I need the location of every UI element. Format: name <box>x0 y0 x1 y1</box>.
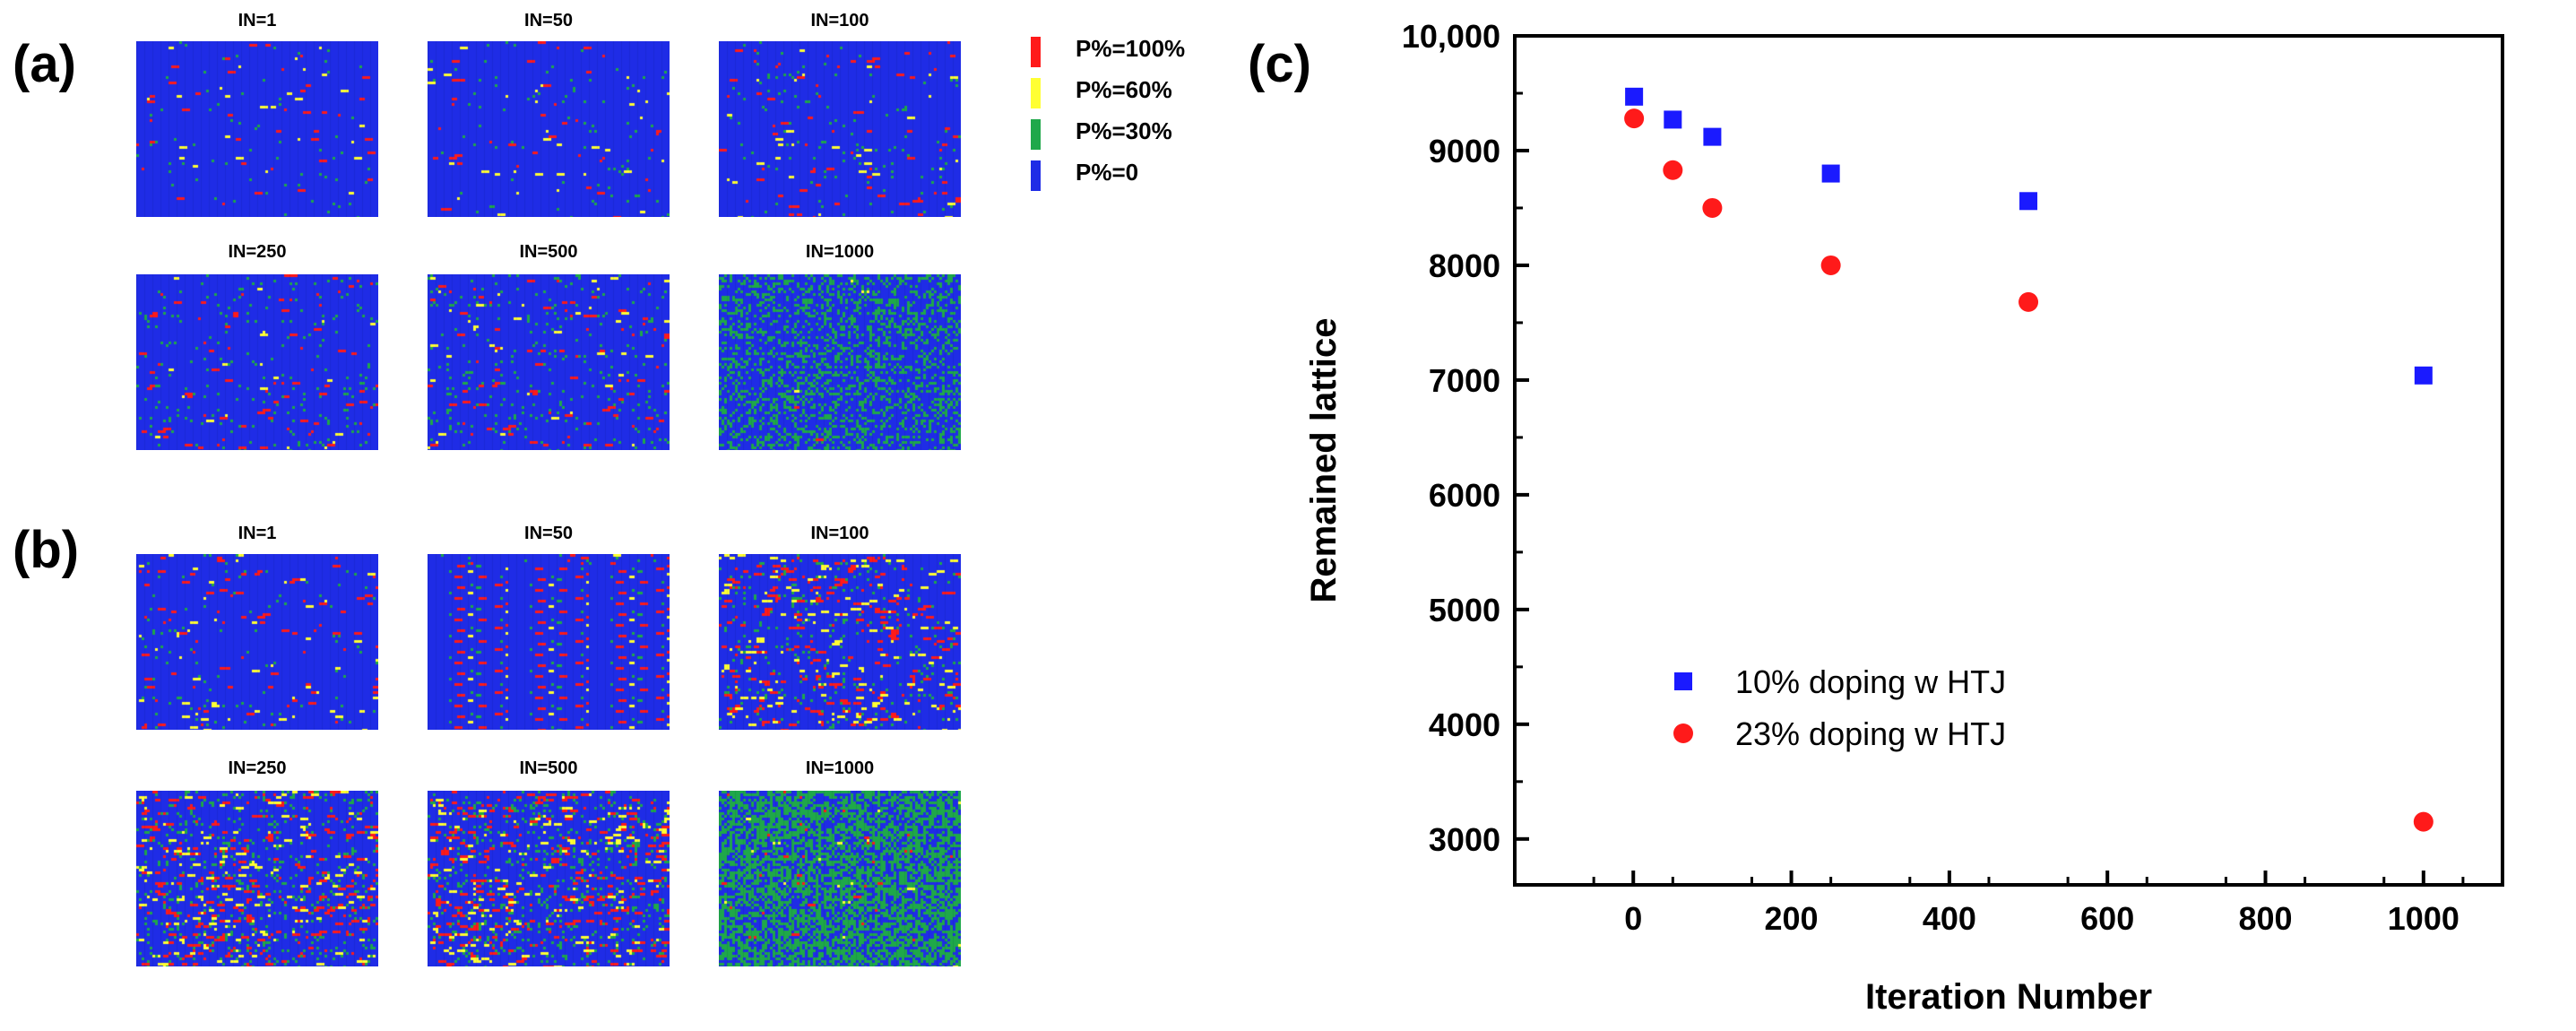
lattice-map-b-in1 <box>136 554 378 730</box>
y-axis-label: Remained lattice <box>1304 318 1344 603</box>
lattice-map-a-in1000 <box>719 274 961 450</box>
y-tick-label: 8000 <box>1429 247 1500 284</box>
tile-b-0-title: IN=1 <box>238 524 277 543</box>
data-point-circle <box>1820 255 1841 275</box>
legend-swatch <box>1031 119 1041 150</box>
data-point-circle <box>1663 160 1683 180</box>
x-tick-label: 800 <box>2238 900 2292 937</box>
legend-label: P%=30% <box>1076 117 1172 144</box>
tile-a-3-title: IN=250 <box>228 242 287 262</box>
y-tick-label: 10,000 <box>1402 18 1500 55</box>
data-point-square <box>1664 110 1682 129</box>
tile-a-2-title: IN=100 <box>810 11 869 30</box>
x-tick-label: 400 <box>1923 900 1976 937</box>
panel-c-label: (c) <box>1248 35 1311 93</box>
legend-marker-circle <box>1673 723 1693 743</box>
tile-a-1-title: IN=50 <box>524 11 573 30</box>
data-point-square <box>1625 87 1644 106</box>
lattice-map-a-in50 <box>428 41 670 217</box>
lattice-map-a-in1 <box>136 41 378 217</box>
chart-legend-label: 10% doping w HTJ <box>1735 663 2006 700</box>
tile-b-2-title: IN=100 <box>810 524 869 543</box>
x-axis-label: Iteration Number <box>1865 977 2152 1017</box>
tile-a-0-title: IN=1 <box>238 11 277 30</box>
lattice-map-b-in50 <box>428 554 670 730</box>
data-point-circle <box>1702 197 1723 218</box>
lattice-map-a-in500 <box>428 274 670 450</box>
chart-legend-label: 23% doping w HTJ <box>1735 715 2006 752</box>
lattice-map-a-in100 <box>719 41 961 217</box>
x-tick-label: 1000 <box>2388 900 2459 937</box>
legend-swatch <box>1031 160 1041 191</box>
lattice-map-a-in250 <box>136 274 378 450</box>
y-tick-label: 5000 <box>1429 592 1500 628</box>
lattice-map-b-in250 <box>136 791 378 966</box>
legend-label: P%=60% <box>1076 76 1172 103</box>
legend-label: P%=0 <box>1076 159 1139 186</box>
lattice-map-b-in1000 <box>719 791 961 966</box>
tile-b-5-title: IN=1000 <box>805 758 875 778</box>
data-point-square <box>2019 192 2038 211</box>
panel-b-label: (b) <box>13 521 80 579</box>
data-point-square <box>1821 164 1840 183</box>
y-tick-label: 7000 <box>1429 362 1500 399</box>
x-tick-label: 600 <box>2080 900 2134 937</box>
x-tick-label: 200 <box>1765 900 1819 937</box>
tile-b-1-title: IN=50 <box>524 524 573 543</box>
plot-frame <box>1513 34 2504 887</box>
y-tick-label: 3000 <box>1429 821 1500 858</box>
legend-marker-square <box>1674 672 1692 690</box>
y-tick-label: 9000 <box>1429 133 1500 169</box>
tile-a-5-title: IN=1000 <box>805 242 875 262</box>
tile-b-4-title: IN=500 <box>519 758 578 778</box>
y-tick-label: 4000 <box>1429 706 1500 743</box>
data-point-square <box>1703 127 1722 146</box>
legend-swatch <box>1031 78 1041 108</box>
data-point-circle <box>2018 291 2039 312</box>
legend-label: P%=100% <box>1076 35 1186 62</box>
panel-a-label: (a) <box>13 35 76 93</box>
data-point-circle <box>2413 811 2433 832</box>
x-tick-label: 0 <box>1624 900 1642 937</box>
tile-a-4-title: IN=500 <box>519 242 578 262</box>
y-tick-label: 6000 <box>1429 477 1500 514</box>
data-point-circle <box>1624 108 1645 129</box>
data-point-square <box>2414 366 2433 385</box>
lattice-map-b-in500 <box>428 791 670 966</box>
legend-swatch <box>1031 37 1041 67</box>
tile-b-3-title: IN=250 <box>228 758 287 778</box>
lattice-map-b-in100 <box>719 554 961 730</box>
